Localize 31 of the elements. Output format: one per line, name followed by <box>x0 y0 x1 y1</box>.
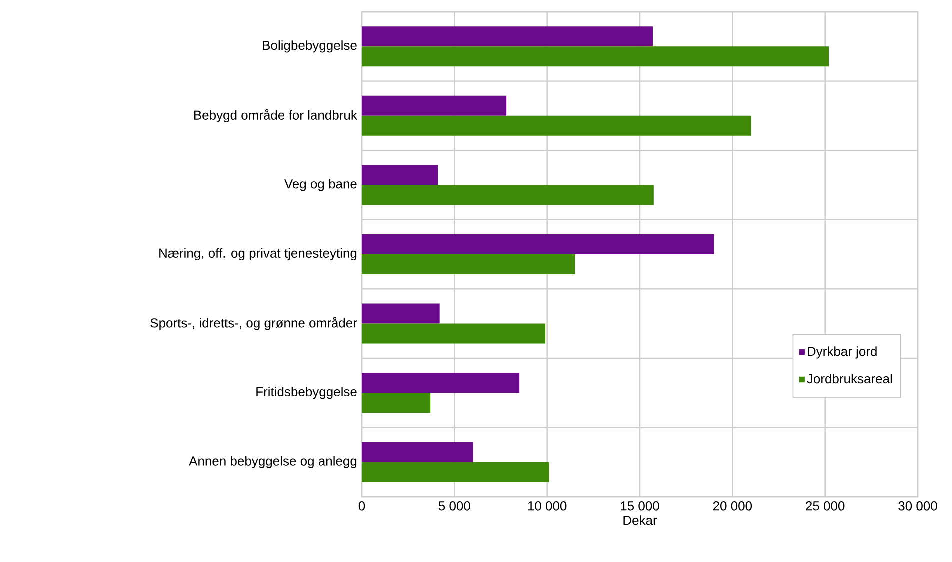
bar <box>362 116 752 136</box>
bar <box>362 442 474 462</box>
y-tick-label: Næring, off. og privat tjenesteyting <box>160 248 357 261</box>
y-tick-label: Annen bebyggelse og anlegg <box>189 456 357 468</box>
bar <box>362 462 550 482</box>
x-tick-label: 25 000 <box>806 502 845 511</box>
bar <box>362 234 714 254</box>
y-tick-label: Bebygd område for landbruk <box>194 109 358 123</box>
y-tick-label: Veg og bane <box>284 179 357 192</box>
bar <box>362 165 438 186</box>
legend-label: Jordbruksareal <box>807 374 892 384</box>
x-tick-label: 5 000 <box>438 502 470 511</box>
x-tick-label: 0 <box>358 502 366 511</box>
y-tick-label: Boligbebyggelse <box>263 40 357 53</box>
x-tick-label: 10 000 <box>528 502 567 511</box>
y-tick-label: Fritidsbebyggelse <box>256 387 357 400</box>
bar <box>362 304 440 324</box>
legend-label: Dyrkbar jord <box>808 346 877 359</box>
bar <box>362 26 653 47</box>
bar <box>362 373 520 394</box>
y-tick-label: Sports-, idretts-, og grønne områder <box>150 317 358 330</box>
bar <box>362 254 576 274</box>
x-axis-title: Dekar <box>624 516 658 526</box>
bar <box>362 96 507 116</box>
bar <box>362 46 830 67</box>
x-tick-label: 20 000 <box>713 502 752 511</box>
bar <box>362 324 546 344</box>
bar <box>362 185 654 206</box>
x-tick-label: 30 000 <box>898 502 938 511</box>
bar <box>362 393 431 414</box>
x-tick-label: 15 000 <box>621 502 660 511</box>
